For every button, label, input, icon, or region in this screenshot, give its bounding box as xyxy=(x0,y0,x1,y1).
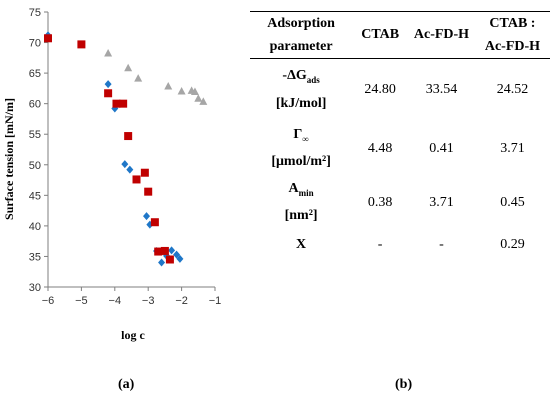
x-axis-title: log c xyxy=(121,328,145,342)
table-cell: 4.48 xyxy=(367,140,393,156)
square-data-point xyxy=(132,175,141,184)
table-row: -ΔGads [kJ/mol] 24.80 33.54 24.52 xyxy=(250,59,550,122)
y-tick-label: 60 xyxy=(29,99,41,111)
triangle-data-point xyxy=(124,63,133,72)
x-tick-label: −4 xyxy=(109,295,122,307)
row-label-a-min: Amin [nm²] xyxy=(250,176,352,230)
y-tick-label: 65 xyxy=(29,68,41,80)
row-label-main: X xyxy=(296,236,307,252)
square-data-point xyxy=(104,89,113,98)
x-tick-labels: −6 −5 −4 −3 −2 −1 xyxy=(42,287,222,307)
y-tick-label: 35 xyxy=(29,251,41,263)
square-data-point xyxy=(165,255,174,264)
y-tick-label: 50 xyxy=(29,160,41,172)
diamond-data-point xyxy=(176,254,184,263)
table-cell: - xyxy=(377,236,383,252)
diamond-data-point xyxy=(121,160,129,169)
table-cell: 24.80 xyxy=(364,82,396,98)
triangle-data-point xyxy=(104,49,113,57)
table-cell: 0.38 xyxy=(367,194,393,210)
triangle-data-point xyxy=(199,97,208,105)
diamond-data-point xyxy=(143,212,151,221)
diamond-data-point xyxy=(168,246,176,255)
chart-axes xyxy=(47,12,215,288)
data-points xyxy=(44,31,208,267)
x-tick-label: −3 xyxy=(142,295,155,307)
header-ac-fd-h: Ac-FD-H xyxy=(413,27,470,42)
table-row: Γ∞ [μmol/m²] 4.48 0.41 3.71 xyxy=(250,122,550,176)
table-cell: 3.71 xyxy=(500,140,525,156)
table-cell: 0.45 xyxy=(500,194,525,210)
header-ctab-ac-fd-h: CTAB : Ac-FD-H xyxy=(475,12,550,59)
row-label-unit: [kJ/mol] xyxy=(275,96,327,112)
row-label-sub: ∞ xyxy=(302,133,309,144)
square-data-point xyxy=(140,168,149,177)
header-ctab: CTAB xyxy=(361,27,400,42)
square-data-point xyxy=(124,132,133,141)
x-tick-label: −6 xyxy=(42,295,55,307)
square-data-point xyxy=(160,246,169,255)
square-data-point xyxy=(150,218,159,227)
y-axis-title: Surface tension [mN/m] xyxy=(2,98,16,220)
diamond-data-point xyxy=(158,258,166,267)
table-body: -ΔGads [kJ/mol] 24.80 33.54 24.52 Γ∞ [μm… xyxy=(250,59,550,260)
square-data-point xyxy=(112,99,121,108)
header-adsorption-parameter-text: Adsorption parameter xyxy=(267,16,335,54)
panel-label-b: (b) xyxy=(395,377,413,392)
x-tick-label: −2 xyxy=(175,295,188,307)
header-ctab-ac-fd-h-text: CTAB : Ac-FD-H xyxy=(484,16,541,54)
row-label-main: Γ xyxy=(293,126,303,142)
diamond-data-point xyxy=(104,80,112,89)
x-tick-label: −5 xyxy=(75,295,88,307)
row-label-sub: ads xyxy=(306,75,320,86)
y-tick-label: 75 xyxy=(29,7,41,19)
x-tick-label: −1 xyxy=(209,295,222,307)
row-label-delta-g: -ΔGads [kJ/mol] xyxy=(250,59,352,122)
row-label-sub: min xyxy=(298,187,314,198)
triangle-data-point xyxy=(190,87,199,96)
y-tick-label: 45 xyxy=(29,190,41,202)
diamond-data-point xyxy=(173,250,181,259)
table-cell: 3.71 xyxy=(429,194,454,210)
y-tick-label: 55 xyxy=(29,129,41,141)
adsorption-parameters-table: Adsorption parameter CTAB Ac-FD-H CTAB :… xyxy=(250,11,550,260)
surface-tension-chart: −6 −5 −4 −3 −2 −1 30 35 40 45 50 55 60 65 70 75 Surfac… xyxy=(2,7,222,342)
square-data-point xyxy=(154,247,163,256)
y-tick-labels: 30 35 40 45 50 55 60 65 70 75 xyxy=(29,7,48,294)
y-tick-label: 40 xyxy=(29,221,41,233)
table-row: Amin [nm²] 0.38 3.71 0.45 xyxy=(250,176,550,230)
triangle-data-point xyxy=(134,74,143,82)
triangle-data-point xyxy=(194,94,203,102)
y-tick-label: 30 xyxy=(29,282,41,294)
table-row: X - - 0.29 xyxy=(250,230,550,260)
row-label-main: -ΔG xyxy=(282,68,307,84)
row-label-gamma: Γ∞ [μmol/m²] xyxy=(250,122,352,176)
table-cell: 0.41 xyxy=(429,140,454,156)
panel-label-a: (a) xyxy=(118,377,135,392)
square-data-point xyxy=(119,99,128,108)
row-label-unit: [nm²] xyxy=(284,208,318,224)
header-adsorption-parameter: Adsorption parameter xyxy=(250,12,352,59)
table-cell: - xyxy=(439,236,444,252)
diamond-data-point xyxy=(126,165,134,174)
square-data-point xyxy=(44,34,52,43)
triangle-data-point xyxy=(177,86,186,95)
square-data-point xyxy=(77,40,86,49)
row-label-unit: [μmol/m²] xyxy=(271,154,331,170)
row-label-main: A xyxy=(288,180,299,196)
table-cell: 24.52 xyxy=(496,82,529,98)
triangle-data-point xyxy=(164,82,173,90)
table-cell: 33.54 xyxy=(425,82,458,98)
square-data-point xyxy=(144,187,153,196)
table-header-row: Adsorption parameter CTAB Ac-FD-H CTAB :… xyxy=(250,11,550,59)
y-tick-label: 70 xyxy=(29,38,41,50)
row-label-x: X xyxy=(250,230,352,260)
table-cell: 0.29 xyxy=(500,236,525,252)
